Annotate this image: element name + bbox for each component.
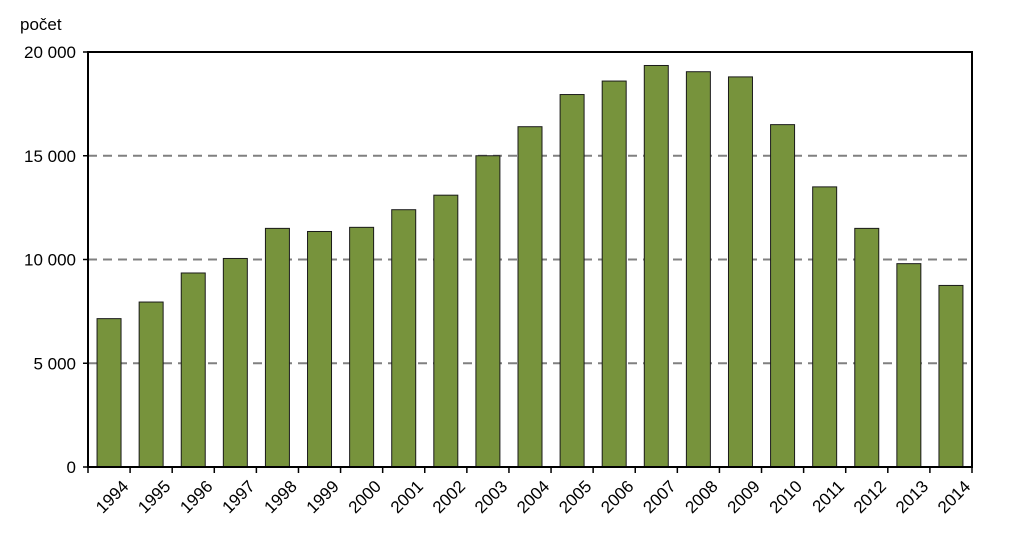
bar-2012 <box>854 227 880 468</box>
bar-1996 <box>180 272 206 468</box>
x-tick-label: 2000 <box>345 477 385 517</box>
y-tick-label: 0 <box>67 458 76 477</box>
bar-2007 <box>643 64 669 468</box>
x-tick-label: 2014 <box>934 477 974 517</box>
bar-2013 <box>896 263 922 468</box>
bar-2003 <box>475 155 501 468</box>
bar-2010 <box>770 124 796 468</box>
bar-2004 <box>517 126 543 468</box>
bar-1997 <box>222 257 248 468</box>
x-tick-label: 1994 <box>92 477 132 517</box>
x-tick-label: 2011 <box>809 477 848 516</box>
bar-2009 <box>727 76 753 468</box>
y-axis-ticks: 0 5 000 10 000 15 000 20 000 <box>24 43 88 477</box>
x-tick-label: 2008 <box>682 477 722 517</box>
x-tick-label: 1996 <box>176 477 216 517</box>
bar-1999 <box>307 230 333 468</box>
x-axis-ticks: 1994 1995 1996 1997 1998 1999 2000 2001 2002 2003… <box>87 467 974 517</box>
bar-1994 <box>96 318 122 468</box>
x-tick-label: 2002 <box>429 477 469 517</box>
bar-1995 <box>138 301 164 468</box>
x-tick-label: 1998 <box>261 477 301 517</box>
bar-2000 <box>349 226 375 468</box>
x-tick-label: 2004 <box>513 477 553 517</box>
bar-2008 <box>685 71 711 468</box>
bar-2002 <box>433 194 459 468</box>
x-tick-label: 2009 <box>724 477 764 517</box>
bar-2001 <box>391 209 417 468</box>
x-tick-label: 2001 <box>387 477 427 517</box>
bar-2006 <box>601 80 627 468</box>
y-tick-label: 15 000 <box>24 147 76 166</box>
bars <box>96 64 964 468</box>
y-tick-label: 10 000 <box>24 251 76 270</box>
y-axis-unit-label: počet <box>20 15 62 34</box>
y-tick-label: 20 000 <box>24 43 76 62</box>
x-tick-label: 2010 <box>766 477 806 517</box>
x-tick-label: 2007 <box>639 477 679 517</box>
x-tick-label: 2012 <box>850 477 890 517</box>
y-tick-label: 5 000 <box>33 354 76 373</box>
x-tick-label: 2013 <box>892 477 932 517</box>
x-tick-label: 1999 <box>303 477 343 517</box>
bar-1998 <box>264 227 290 468</box>
x-tick-label: 2003 <box>471 477 511 517</box>
bar-2014 <box>938 284 964 468</box>
x-tick-label: 1997 <box>218 477 258 517</box>
x-tick-label: 2006 <box>597 477 637 517</box>
x-tick-label: 2005 <box>555 477 595 517</box>
x-tick-label: 1995 <box>134 477 174 517</box>
bar-2011 <box>812 186 838 468</box>
bar-2005 <box>559 94 585 468</box>
